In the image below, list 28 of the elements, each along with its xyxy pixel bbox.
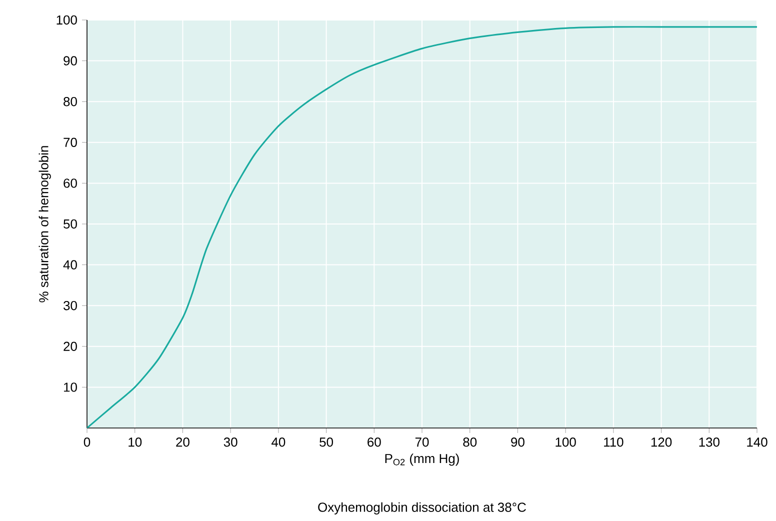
y-tick-label: 20 bbox=[64, 342, 77, 351]
y-tick-label: 10 bbox=[64, 382, 77, 392]
x-tick-label: 0 bbox=[84, 438, 90, 447]
x-tick-label: 50 bbox=[320, 438, 334, 447]
y-tick-label: 90 bbox=[64, 56, 77, 66]
y-tick-label: 100 bbox=[56, 15, 77, 25]
y-tick-label: 40 bbox=[63, 260, 77, 270]
x-tick-label: 10 bbox=[128, 438, 142, 447]
y-tick-label: 50 bbox=[64, 219, 77, 229]
y-tick-label: 70 bbox=[64, 138, 77, 147]
y-tick-label: 30 bbox=[64, 300, 77, 310]
x-axis-title: P$_{O2}$ (mm Hg) bbox=[385, 454, 459, 466]
x-tick-label: 30 bbox=[224, 438, 238, 447]
x-tick-label: 140 bbox=[747, 438, 768, 447]
x-tick-label: 90 bbox=[511, 438, 524, 447]
text: Oxyhemoglobin dissociation at 38°C bbox=[318, 502, 526, 514]
y-axis-title: % saturation of hemoglobin bbox=[38, 146, 51, 302]
x-tick-label: 60 bbox=[368, 438, 381, 447]
x-tick-label: 120 bbox=[651, 438, 672, 447]
y-tick-label: 60 bbox=[64, 178, 77, 188]
x-tick-label: 80 bbox=[463, 438, 477, 447]
x-tick-label: 130 bbox=[699, 438, 720, 447]
x-tick-label: 100 bbox=[556, 438, 576, 447]
y-tick-label: 80 bbox=[64, 96, 77, 106]
x-tick-label: 110 bbox=[604, 438, 624, 447]
x-tick-label: 20 bbox=[176, 438, 190, 447]
x-tick-label: 40 bbox=[272, 438, 286, 447]
x-tick-label: 70 bbox=[415, 438, 429, 447]
